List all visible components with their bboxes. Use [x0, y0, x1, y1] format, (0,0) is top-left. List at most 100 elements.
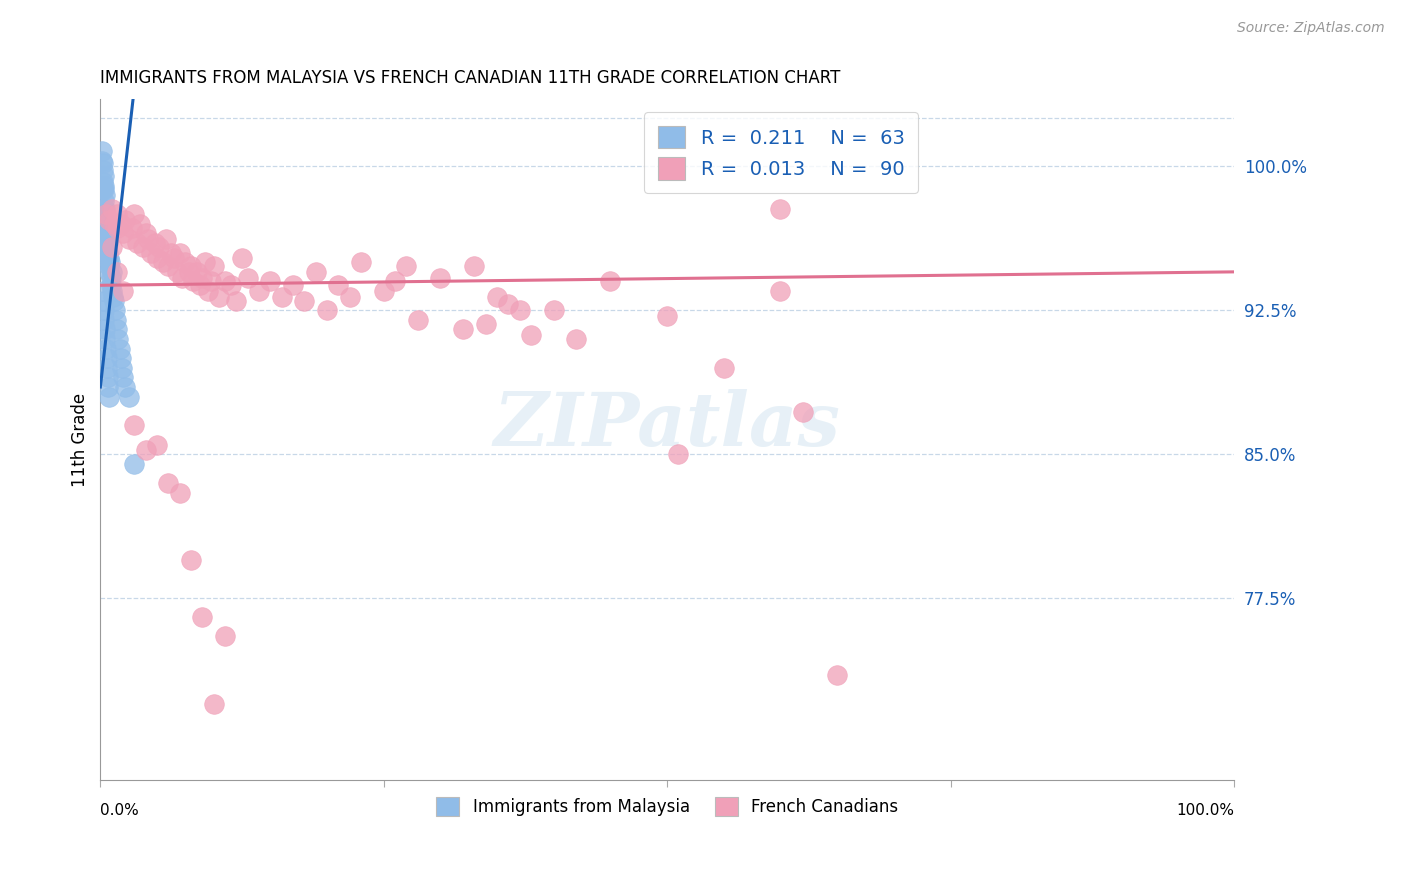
Point	[98, 255, 121, 269]
Point	[136, 232, 159, 246]
Point	[146, 437, 169, 451]
Point	[91, 182, 114, 196]
Point	[463, 259, 485, 273]
Point	[94, 202, 117, 216]
Point	[194, 255, 217, 269]
Point	[96, 351, 118, 366]
Point	[100, 278, 122, 293]
Point	[111, 227, 134, 241]
Point	[101, 284, 124, 298]
Point	[305, 265, 328, 279]
Text: IMMIGRANTS FROM MALAYSIA VS FRENCH CANADIAN 11TH GRADE CORRELATION CHART: IMMIGRANTS FROM MALAYSIA VS FRENCH CANAD…	[100, 69, 841, 87]
Point	[93, 169, 115, 183]
Point	[91, 155, 114, 169]
Point	[429, 270, 451, 285]
Point	[105, 220, 128, 235]
Point	[406, 313, 429, 327]
Point	[125, 236, 148, 251]
Point	[166, 265, 188, 279]
Point	[111, 360, 134, 375]
Point	[174, 255, 197, 269]
Point	[163, 252, 186, 266]
Point	[197, 284, 219, 298]
Point	[97, 390, 120, 404]
Point	[110, 217, 132, 231]
Point	[101, 290, 124, 304]
Point	[135, 443, 157, 458]
Point	[129, 217, 152, 231]
Point	[94, 332, 117, 346]
Point	[219, 278, 242, 293]
Point	[94, 213, 117, 227]
Point	[93, 182, 115, 196]
Point	[91, 293, 114, 308]
Point	[91, 163, 114, 178]
Point	[655, 309, 678, 323]
Point	[98, 265, 121, 279]
Point	[96, 232, 118, 246]
Point	[93, 303, 115, 318]
Point	[93, 217, 115, 231]
Point	[825, 667, 848, 681]
Point	[159, 245, 181, 260]
Point	[281, 278, 304, 293]
Point	[373, 284, 395, 298]
Point	[96, 360, 118, 375]
Point	[96, 220, 118, 235]
Point	[94, 217, 117, 231]
Point	[236, 270, 259, 285]
Point	[328, 278, 350, 293]
Point	[146, 252, 169, 266]
Point	[451, 322, 474, 336]
Point	[135, 227, 157, 241]
Point	[105, 322, 128, 336]
Point	[143, 236, 166, 251]
Point	[170, 270, 193, 285]
Point	[96, 252, 118, 266]
Point	[94, 342, 117, 356]
Point	[105, 265, 128, 279]
Point	[152, 255, 174, 269]
Point	[259, 275, 281, 289]
Point	[108, 342, 131, 356]
Point	[509, 303, 531, 318]
Point	[486, 290, 509, 304]
Point	[769, 202, 792, 216]
Point	[93, 194, 115, 208]
Point	[111, 284, 134, 298]
Point	[543, 303, 565, 318]
Point	[292, 293, 315, 308]
Point	[111, 370, 134, 384]
Point	[713, 360, 735, 375]
Point	[97, 252, 120, 266]
Point	[188, 278, 211, 293]
Point	[107, 332, 129, 346]
Point	[103, 293, 125, 308]
Point	[104, 303, 127, 318]
Point	[96, 245, 118, 260]
Point	[98, 213, 121, 227]
Point	[180, 259, 202, 273]
Point	[97, 236, 120, 251]
Point	[141, 245, 163, 260]
Point	[103, 217, 125, 231]
Point	[97, 259, 120, 273]
Point	[93, 207, 115, 221]
Point	[114, 380, 136, 394]
Point	[157, 259, 180, 273]
Text: 0.0%: 0.0%	[100, 804, 139, 818]
Point	[94, 227, 117, 241]
Point	[191, 270, 214, 285]
Legend: Immigrants from Malaysia, French Canadians: Immigrants from Malaysia, French Canadia…	[429, 790, 905, 823]
Point	[792, 405, 814, 419]
Point	[110, 351, 132, 366]
Point	[100, 270, 122, 285]
Point	[94, 322, 117, 336]
Point	[91, 153, 114, 168]
Point	[100, 202, 122, 216]
Y-axis label: 11th Grade: 11th Grade	[72, 392, 89, 487]
Point	[200, 275, 222, 289]
Point	[180, 552, 202, 566]
Point	[100, 265, 122, 279]
Point	[225, 293, 247, 308]
